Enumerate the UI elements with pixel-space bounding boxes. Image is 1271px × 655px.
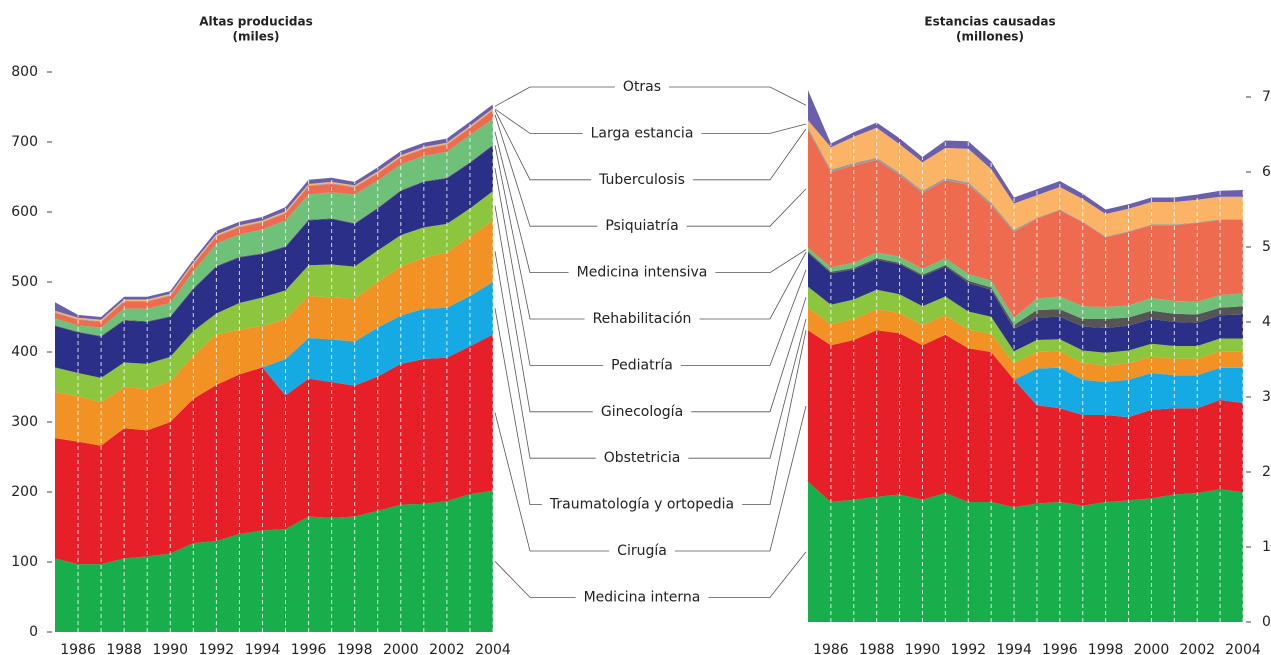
legend-connector: [494, 205, 593, 413]
x-tick-label: 2002: [429, 642, 465, 655]
x-tick-label: 1986: [60, 642, 96, 655]
x-tick-label: 2004: [475, 642, 511, 655]
legend-connector: [669, 86, 807, 106]
area: [55, 118, 493, 336]
chart-subtitle: (miles): [233, 30, 280, 44]
y-tick-label: 7: [1262, 89, 1271, 105]
x-tick-label: 1996: [1042, 642, 1078, 655]
y-tick-label: 0: [1262, 614, 1271, 630]
area: [808, 251, 1243, 329]
y-tick-label: 3: [1262, 389, 1271, 405]
y-tick-label: 100: [11, 554, 38, 570]
legend-connector: [708, 551, 807, 598]
x-tick-label: 2000: [1134, 642, 1170, 655]
legend-label: Ginecología: [601, 404, 683, 420]
area: [55, 220, 493, 446]
legend-connector: [494, 308, 542, 506]
legend-connector: [691, 297, 807, 413]
legend-connector: [692, 128, 807, 181]
legend-connector: [688, 318, 807, 459]
legend-connector: [494, 145, 585, 320]
x-tick-label: 1994: [996, 642, 1032, 655]
area: [808, 481, 1243, 622]
x-tick-label: 1992: [950, 642, 986, 655]
area: [55, 282, 493, 446]
x-tick-label: 2002: [1179, 642, 1215, 655]
legend-label: Psiquiatría: [605, 218, 678, 234]
legend-label: Pediatría: [611, 357, 673, 373]
legend-label: Rehabilitación: [593, 311, 692, 327]
x-tick-label: 1996: [291, 642, 327, 655]
area: [808, 120, 1243, 237]
legend-label: Medicina interna: [584, 589, 701, 605]
legend-connector: [494, 131, 569, 274]
y-tick-label: 300: [11, 414, 38, 430]
area: [808, 286, 1243, 366]
y-tick-label: 400: [11, 344, 38, 360]
chart-subtitle: (millones): [956, 30, 1024, 44]
area: [55, 490, 493, 632]
legend-connector: [494, 109, 592, 181]
area: [808, 130, 1243, 318]
y-tick-label: 700: [11, 134, 38, 150]
area: [55, 110, 493, 328]
area: [808, 307, 1243, 382]
legend-connector: [686, 188, 807, 227]
legend-connector: [494, 251, 596, 459]
legend-label: Cirugía: [617, 543, 667, 559]
y-tick-label: 5: [1262, 239, 1271, 255]
x-tick-label: 1988: [106, 642, 142, 655]
y-tick-label: 0: [29, 624, 38, 640]
legend-connector: [715, 249, 807, 274]
area: [808, 253, 1243, 353]
legend-connector: [494, 108, 583, 134]
area: [808, 330, 1243, 418]
area: [55, 145, 493, 378]
legend-connector: [494, 86, 615, 107]
legend-label: Obstetricia: [604, 450, 681, 466]
legend-connector: [699, 252, 807, 320]
legend-connector: [494, 168, 604, 366]
y-tick-label: 2: [1262, 464, 1271, 480]
x-tick-label: 1988: [859, 642, 895, 655]
y-tick-label: 600: [11, 204, 38, 220]
legend-connector: [494, 561, 576, 598]
legend-label: Medicina intensiva: [577, 265, 708, 281]
x-tick-label: 1998: [1088, 642, 1124, 655]
legend-connector: [701, 123, 807, 134]
legend-connector: [674, 405, 807, 552]
legend-connector: [494, 114, 598, 227]
y-tick-label: 500: [11, 274, 38, 290]
area: [808, 330, 1243, 508]
x-tick-label: 2000: [383, 642, 419, 655]
y-tick-label: 1: [1262, 539, 1271, 555]
legend-label: Traumatología y ortopedia: [549, 497, 734, 513]
x-tick-label: 1998: [337, 642, 373, 655]
x-tick-label: 1990: [152, 642, 188, 655]
x-tick-label: 2004: [1225, 642, 1261, 655]
area: [55, 334, 493, 565]
legend-label: Tuberculosis: [598, 172, 685, 188]
legend-label: Larga estancia: [591, 125, 694, 141]
area: [808, 247, 1243, 325]
y-tick-label: 4: [1262, 314, 1271, 330]
area: [55, 191, 493, 403]
x-tick-label: 1990: [905, 642, 941, 655]
x-tick-label: 1992: [199, 642, 235, 655]
legend-connector: [494, 412, 610, 552]
legend-connector: [742, 330, 807, 506]
legend-connector: [680, 269, 807, 366]
y-tick-label: 6: [1262, 164, 1271, 180]
y-tick-label: 200: [11, 484, 38, 500]
chart-title: Altas producidas: [199, 15, 313, 29]
y-tick-label: 800: [11, 64, 38, 80]
x-tick-label: 1994: [245, 642, 281, 655]
x-tick-label: 1986: [813, 642, 849, 655]
chart-title: Estancias causadas: [924, 15, 1055, 29]
legend-label: Otras: [623, 79, 661, 95]
area: [55, 104, 493, 320]
